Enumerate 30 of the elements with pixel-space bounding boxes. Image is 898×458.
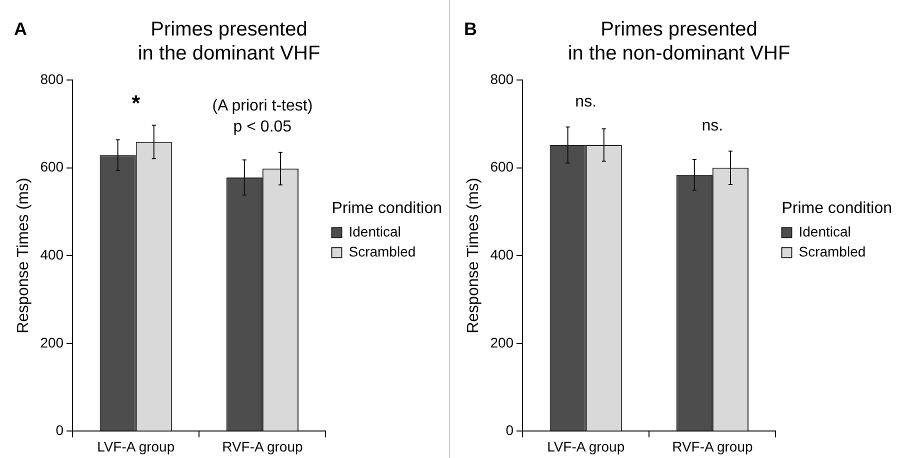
y-tick-label: 400 xyxy=(490,246,514,262)
x-tick-label: RVF-A group xyxy=(222,438,303,454)
y-tick-label: 0 xyxy=(506,422,514,438)
legend-label: Scrambled xyxy=(348,243,416,260)
y-tick-label: 600 xyxy=(490,158,514,175)
legend-title: Prime condition xyxy=(332,200,442,217)
annotation: (A priori t-test) p < 0.05 xyxy=(212,97,313,136)
y-tick-label: 400 xyxy=(40,246,64,262)
x-tick-label: RVF-A group xyxy=(672,438,753,454)
legend-label: Identical xyxy=(348,223,401,240)
legend-label: Identical xyxy=(798,223,851,240)
y-axis-title: Response Times (ms) xyxy=(465,178,482,334)
y-tick-label: 800 xyxy=(490,70,514,87)
chart-title: Primes presented in the non-dominant VHF xyxy=(568,18,790,65)
text: A xyxy=(14,18,27,39)
chart-title: Primes presented in the dominant VHF xyxy=(138,18,320,65)
y-tick-label: 0 xyxy=(56,422,64,438)
y-tick-label: 200 xyxy=(40,334,64,350)
y-tick-label: 200 xyxy=(490,334,514,350)
legend-label: Scrambled xyxy=(798,243,866,260)
annotation: ns. xyxy=(575,93,597,110)
y-tick-label: 600 xyxy=(40,158,64,175)
y-tick-label: 800 xyxy=(40,70,64,87)
legend-title: Prime condition xyxy=(782,200,892,217)
annotation: * xyxy=(132,90,141,116)
x-tick-label: LVF-A group xyxy=(97,438,175,454)
annotation: ns. xyxy=(702,118,724,135)
text: B xyxy=(464,18,477,39)
x-tick-label: LVF-A group xyxy=(547,438,625,454)
y-axis-title: Response Times (ms) xyxy=(15,178,32,334)
